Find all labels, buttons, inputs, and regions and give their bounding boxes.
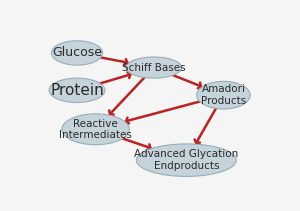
Ellipse shape (136, 144, 236, 176)
Text: Protein: Protein (50, 83, 104, 98)
Text: Amadori
Products: Amadori Products (201, 84, 246, 106)
Text: Reactive
Intermediates: Reactive Intermediates (59, 119, 132, 140)
Ellipse shape (52, 41, 103, 65)
Text: Advanced Glycation
Endproducts: Advanced Glycation Endproducts (134, 149, 238, 171)
Ellipse shape (62, 114, 129, 145)
Ellipse shape (126, 57, 182, 78)
Ellipse shape (49, 78, 105, 103)
Text: Schiff Bases: Schiff Bases (122, 63, 186, 73)
Text: Glucose: Glucose (52, 46, 102, 60)
Ellipse shape (197, 81, 250, 109)
